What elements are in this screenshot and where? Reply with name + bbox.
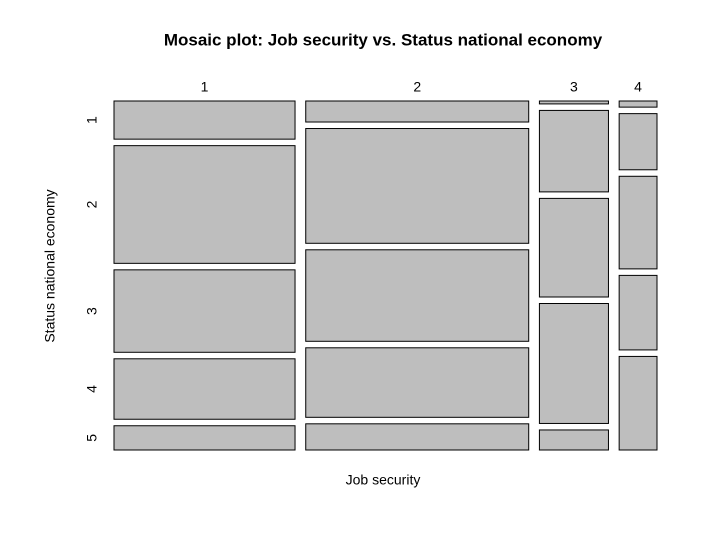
mosaic-tile (305, 347, 530, 418)
x-tick-label: 4 (634, 79, 642, 95)
mosaic-tile (538, 429, 609, 451)
mosaic-tile (538, 303, 609, 424)
mosaic-tile (305, 249, 530, 342)
x-axis-label: Job security (346, 472, 421, 488)
mosaic-tile (113, 145, 296, 264)
mosaic-tile (113, 100, 296, 140)
mosaic-tile (538, 100, 609, 105)
chart-title: Mosaic plot: Job security vs. Status nat… (164, 30, 603, 49)
x-tick-label: 2 (413, 79, 421, 95)
mosaic-tile (538, 197, 609, 298)
mosaic-tile (113, 425, 296, 451)
mosaic-tile (618, 175, 658, 270)
mosaic-tile (305, 100, 530, 123)
x-tick-label: 3 (570, 79, 578, 95)
mosaic-tile (113, 269, 296, 353)
y-tick-label: 1 (84, 116, 100, 124)
mosaic-tile (618, 274, 658, 351)
mosaic-tile (618, 113, 658, 171)
x-tick-label: 1 (201, 79, 209, 95)
mosaic-tile (305, 423, 530, 451)
y-tick-label: 5 (84, 434, 100, 442)
mosaic-tile (113, 358, 296, 420)
y-tick-label: 2 (84, 200, 100, 208)
y-tick-label: 3 (84, 307, 100, 315)
mosaic-tile (305, 128, 530, 244)
mosaic-tile (538, 109, 609, 193)
y-axis-label: Status national economy (42, 189, 58, 342)
mosaic-tile (618, 100, 658, 108)
y-tick-label: 4 (84, 385, 100, 393)
mosaic-tile (618, 355, 658, 451)
